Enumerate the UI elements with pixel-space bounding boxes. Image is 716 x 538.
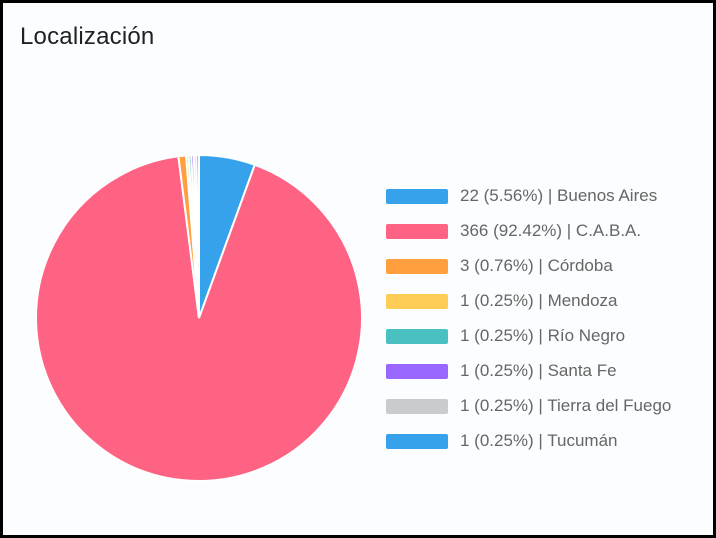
chart-legend: 22 (5.56%) | Buenos Aires 366 (92.42%) | … (386, 186, 671, 466)
pie-slice-tucum-n[interactable] (195, 153, 200, 319)
legend-label: 366 (92.42%) | C.A.B.A. (460, 221, 642, 240)
legend-swatch-r-o-negro (386, 328, 448, 344)
chart-title: Localización (20, 23, 155, 50)
legend-swatch-buenos-aires (386, 188, 448, 204)
legend-label: 1 (0.25%) | Mendoza (460, 291, 618, 310)
legend-item-buenos-aires[interactable]: 22 (5.56%) | Buenos Aires (386, 186, 671, 206)
legend-label: 1 (0.25%) | Santa Fe (460, 361, 617, 380)
legend-label: 1 (0.25%) | Tucumán (460, 431, 618, 450)
pie-chart (35, 153, 363, 482)
legend-item-c-rdoba[interactable]: 3 (0.76%) | Córdoba (386, 256, 671, 276)
legend-swatch-c-a-b-a (386, 223, 448, 239)
legend-item-tierra-del-fuego[interactable]: 1 (0.25%) | Tierra del Fuego (386, 396, 671, 416)
legend-swatch-tierra-del-fuego (386, 398, 448, 414)
legend-label: 22 (5.56%) | Buenos Aires (460, 186, 658, 205)
legend-item-santa-fe[interactable]: 1 (0.25%) | Santa Fe (386, 361, 671, 381)
legend-swatch-santa-fe (386, 363, 448, 379)
legend-label: 1 (0.25%) | Río Negro (460, 326, 626, 345)
legend-swatch-mendoza (386, 293, 448, 309)
legend-item-tucum-n[interactable]: 1 (0.25%) | Tucumán (386, 431, 671, 451)
legend-item-mendoza[interactable]: 1 (0.25%) | Mendoza (386, 291, 671, 311)
legend-item-c-a-b-a[interactable]: 366 (92.42%) | C.A.B.A. (386, 221, 671, 241)
legend-swatch-c-rdoba (386, 258, 448, 274)
legend-label: 3 (0.76%) | Córdoba (460, 256, 613, 275)
pie-slice-c-a-b-a[interactable] (35, 155, 363, 482)
legend-item-r-o-negro[interactable]: 1 (0.25%) | Río Negro (386, 326, 671, 346)
legend-swatch-tucum-n (386, 433, 448, 449)
legend-label: 1 (0.25%) | Tierra del Fuego (460, 396, 672, 415)
